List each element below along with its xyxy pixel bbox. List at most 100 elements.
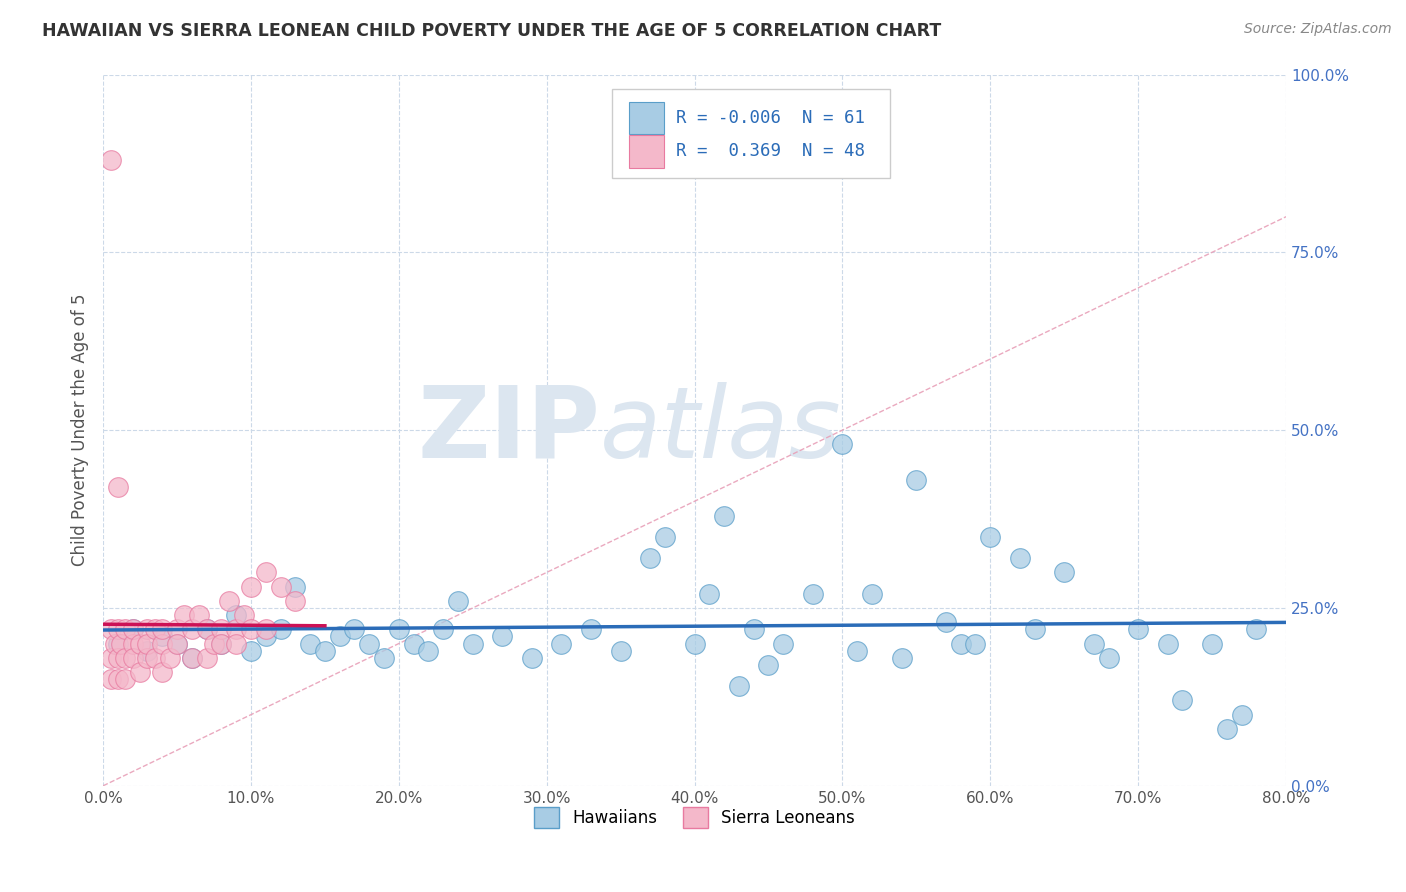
Text: Source: ZipAtlas.com: Source: ZipAtlas.com xyxy=(1244,22,1392,37)
Point xyxy=(150,665,173,679)
Point xyxy=(150,623,173,637)
Point xyxy=(935,615,957,630)
Text: HAWAIIAN VS SIERRA LEONEAN CHILD POVERTY UNDER THE AGE OF 5 CORRELATION CHART: HAWAIIAN VS SIERRA LEONEAN CHILD POVERTY… xyxy=(42,22,942,40)
Point xyxy=(550,636,572,650)
Point xyxy=(107,650,129,665)
Text: R = -0.006  N = 61: R = -0.006 N = 61 xyxy=(676,109,865,127)
Point xyxy=(758,657,780,672)
Point xyxy=(136,623,159,637)
Point xyxy=(225,623,247,637)
Point xyxy=(609,643,631,657)
Point xyxy=(520,650,543,665)
Point xyxy=(104,636,127,650)
Point xyxy=(240,623,263,637)
Point xyxy=(110,636,132,650)
Point xyxy=(1216,722,1239,736)
Point xyxy=(150,636,173,650)
Point xyxy=(949,636,972,650)
Point xyxy=(159,650,181,665)
Point xyxy=(209,623,232,637)
Point xyxy=(343,623,366,637)
Point xyxy=(225,608,247,623)
Point xyxy=(209,636,232,650)
Point xyxy=(801,587,824,601)
Text: ZIP: ZIP xyxy=(418,382,600,479)
Point xyxy=(860,587,883,601)
Point xyxy=(418,643,440,657)
Point xyxy=(188,608,211,623)
Point xyxy=(136,643,159,657)
Point xyxy=(654,530,676,544)
Point xyxy=(1097,650,1119,665)
Point xyxy=(121,623,143,637)
Point xyxy=(965,636,987,650)
Point xyxy=(143,623,166,637)
Point xyxy=(195,623,218,637)
Point xyxy=(447,594,470,608)
Point xyxy=(683,636,706,650)
Point xyxy=(209,636,232,650)
Point xyxy=(121,650,143,665)
Point xyxy=(180,650,202,665)
Point xyxy=(1156,636,1178,650)
Point xyxy=(166,623,188,637)
Point xyxy=(359,636,381,650)
Point xyxy=(225,636,247,650)
Point xyxy=(1126,623,1149,637)
Point xyxy=(195,650,218,665)
Point xyxy=(166,636,188,650)
Point xyxy=(270,580,292,594)
Point xyxy=(1008,551,1031,566)
FancyBboxPatch shape xyxy=(612,88,890,178)
Point xyxy=(742,623,765,637)
Point xyxy=(831,437,853,451)
Point xyxy=(373,650,395,665)
Point xyxy=(432,623,454,637)
Point xyxy=(136,650,159,665)
FancyBboxPatch shape xyxy=(630,102,664,135)
Point xyxy=(890,650,912,665)
Point xyxy=(491,629,513,643)
Point xyxy=(699,587,721,601)
Point xyxy=(284,594,307,608)
Point xyxy=(143,650,166,665)
Point xyxy=(728,679,751,693)
Point xyxy=(254,623,277,637)
Text: atlas: atlas xyxy=(600,382,842,479)
Point xyxy=(1201,636,1223,650)
Point xyxy=(402,636,425,650)
Point xyxy=(254,566,277,580)
Point xyxy=(388,623,411,637)
Point xyxy=(979,530,1001,544)
Point xyxy=(114,650,136,665)
Point xyxy=(121,623,143,637)
Point xyxy=(1230,707,1253,722)
Point xyxy=(100,623,122,637)
Point xyxy=(218,594,240,608)
Point xyxy=(136,636,159,650)
Point xyxy=(1171,693,1194,707)
Point xyxy=(150,629,173,643)
Legend: Hawaiians, Sierra Leoneans: Hawaiians, Sierra Leoneans xyxy=(527,801,862,834)
Point xyxy=(100,153,122,167)
Point xyxy=(173,608,195,623)
Point xyxy=(846,643,869,657)
Point xyxy=(129,636,152,650)
Point xyxy=(129,665,152,679)
Point xyxy=(579,623,602,637)
FancyBboxPatch shape xyxy=(630,135,664,168)
Point xyxy=(100,672,122,686)
Point xyxy=(100,650,122,665)
Point xyxy=(299,636,322,650)
Point xyxy=(1083,636,1105,650)
Point xyxy=(107,672,129,686)
Point xyxy=(195,623,218,637)
Point xyxy=(107,623,129,637)
Point xyxy=(180,623,202,637)
Text: R =  0.369  N = 48: R = 0.369 N = 48 xyxy=(676,143,865,161)
Point xyxy=(202,636,225,650)
Point xyxy=(240,643,263,657)
Point xyxy=(232,608,254,623)
Point xyxy=(461,636,484,650)
Point xyxy=(166,636,188,650)
